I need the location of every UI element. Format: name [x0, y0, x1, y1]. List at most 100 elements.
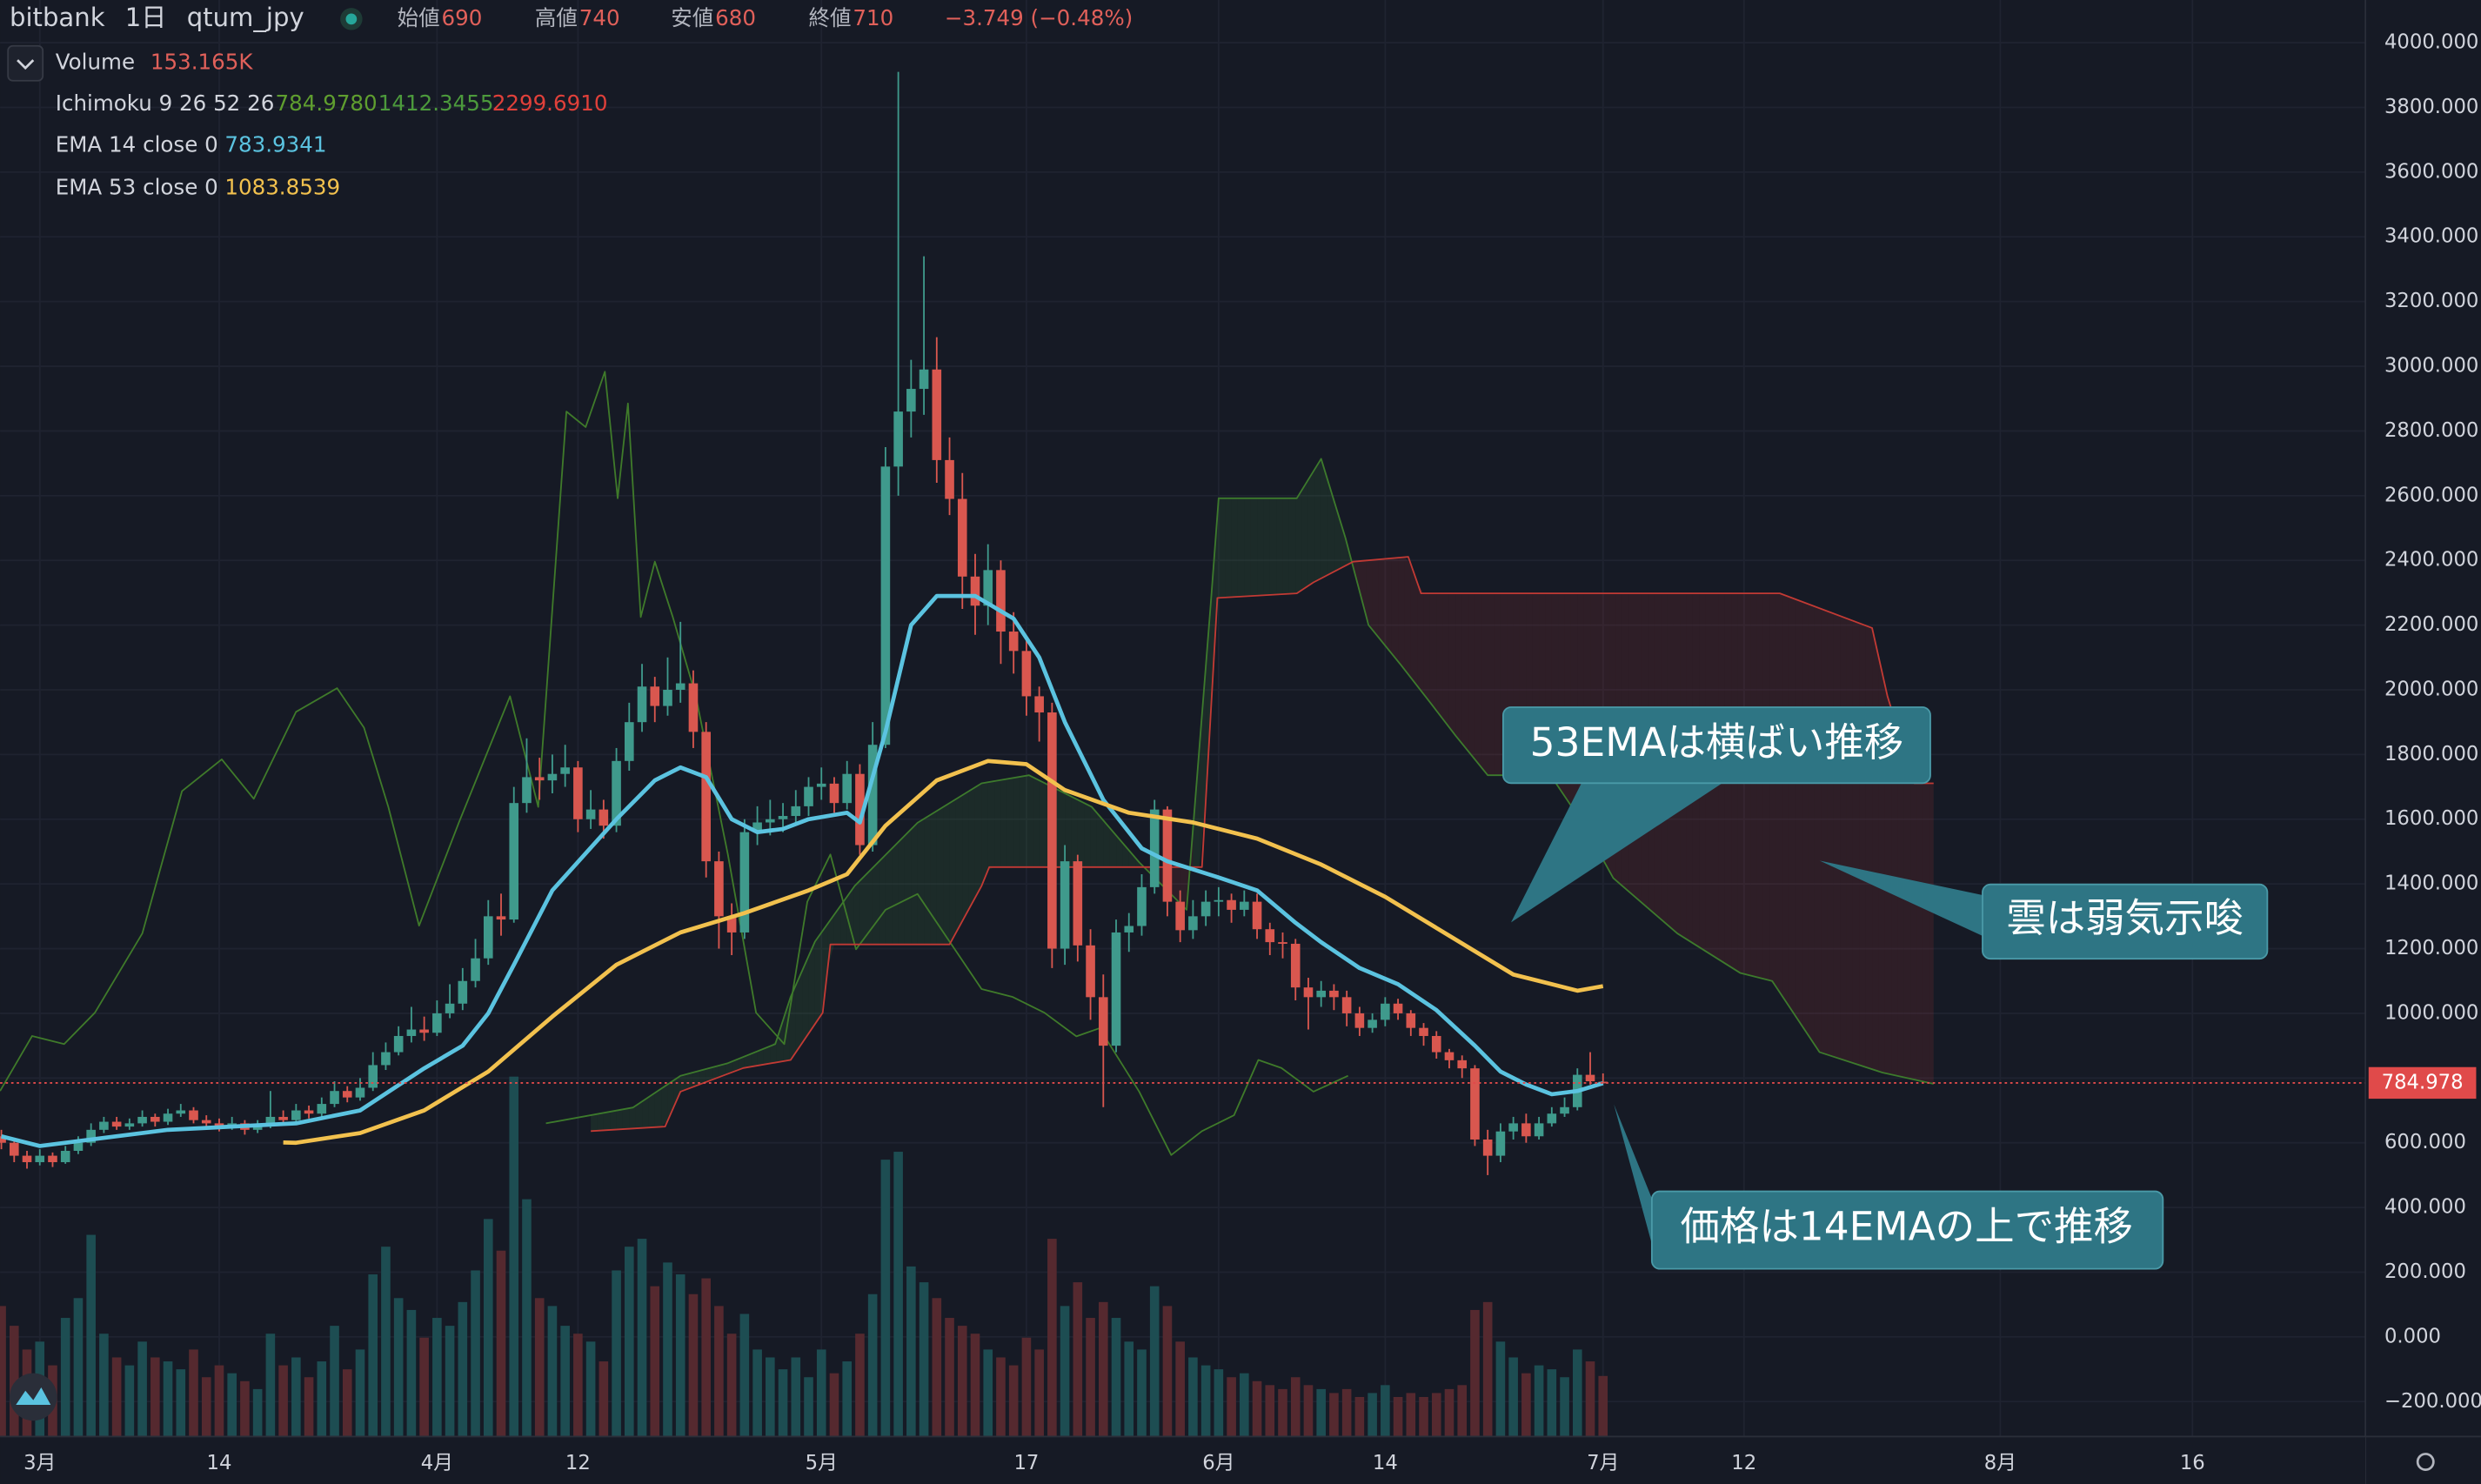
- candle-body: [1521, 1123, 1531, 1137]
- cloud-fill: [1429, 593, 1437, 712]
- candle-body: [688, 683, 699, 732]
- cloud-fill: [1398, 557, 1405, 670]
- volume-bar: [1381, 1385, 1390, 1437]
- cloud-fill: [635, 1101, 643, 1129]
- cloud-fill: [1802, 601, 1809, 1035]
- volume-bar: [1470, 1309, 1480, 1437]
- volume-bar: [1393, 1396, 1403, 1437]
- volume-bar: [1329, 1393, 1339, 1437]
- candle-body: [1598, 1081, 1608, 1084]
- candle-body: [816, 783, 826, 787]
- y-tick-label: 3600.000: [2384, 160, 2478, 183]
- callout-box: [1650, 1190, 2164, 1270]
- cloud-fill: [1250, 498, 1258, 597]
- cloud-fill: [1750, 593, 1757, 978]
- volume-bar: [1060, 1306, 1070, 1437]
- volume-bar: [163, 1361, 173, 1437]
- cloud-fill: [719, 1063, 726, 1078]
- candle-body: [1470, 1068, 1480, 1140]
- volume-bar: [804, 1377, 813, 1437]
- volume-bar: [381, 1247, 391, 1437]
- cloud-fill: [1257, 498, 1264, 596]
- settings-icon[interactable]: [2416, 1453, 2435, 1471]
- candle-body: [48, 1155, 57, 1163]
- cloud-fill: [1475, 593, 1481, 768]
- candle-body: [393, 1035, 404, 1053]
- cloud-fill: [904, 829, 912, 945]
- candle-body: [111, 1121, 122, 1127]
- y-tick-label: 1600.000: [2384, 807, 2478, 830]
- cloud-fill: [1071, 796, 1078, 867]
- cloud-fill: [1327, 479, 1334, 576]
- candle-body: [22, 1155, 32, 1163]
- symbol: qtum_jpy: [187, 3, 304, 32]
- volume-bar: [445, 1326, 455, 1437]
- legend-value: 783.9341: [224, 131, 326, 157]
- ema-line: [0, 593, 1604, 1148]
- volume-bar: [189, 1349, 198, 1437]
- candle-body: [201, 1120, 211, 1124]
- candle-body: [1585, 1074, 1595, 1082]
- ema-lines: [0, 593, 1604, 1148]
- candle-body: [1303, 987, 1314, 998]
- candle-body: [791, 806, 801, 817]
- annotation-text: 雲は弱気示唆: [2006, 895, 2244, 941]
- chevron-icon: [17, 59, 35, 70]
- candle-body: [342, 1091, 352, 1098]
- volume-bar: [1021, 1337, 1032, 1437]
- cloud-fill: [949, 799, 956, 945]
- cloud-fill: [1096, 812, 1104, 867]
- volume-bar: [752, 1349, 762, 1437]
- cloud-fill: [744, 1053, 752, 1068]
- volume-bar: [1368, 1393, 1377, 1437]
- cloud-fill: [1814, 606, 1822, 1053]
- candle-body: [842, 773, 853, 804]
- cloud-fill: [1789, 597, 1796, 1016]
- cloud-fill: [1762, 593, 1770, 980]
- candle-body: [330, 1091, 339, 1105]
- volume-bar: [0, 1306, 6, 1437]
- candle-body: [137, 1116, 147, 1124]
- candle-body: [522, 777, 532, 804]
- ichimoku-cloud: [591, 458, 1934, 1132]
- candle-body: [60, 1151, 70, 1163]
- candle-body: [1482, 1139, 1493, 1156]
- cloud-fill: [1128, 850, 1136, 867]
- logo[interactable]: [10, 1373, 57, 1421]
- volume-bar: [637, 1239, 647, 1437]
- candle-body: [124, 1123, 135, 1127]
- volume-bar: [906, 1266, 916, 1437]
- cloud-fill: [1013, 776, 1020, 867]
- axes: −200.0000.000200.000400.000600.000800.00…: [23, 31, 2481, 1474]
- candle-body: [534, 777, 545, 781]
- volume-bar: [766, 1357, 775, 1437]
- candle-body: [458, 980, 468, 1004]
- candle-body: [766, 819, 775, 823]
- volume-bar: [291, 1357, 301, 1437]
- legend-value: 2299.6910: [492, 90, 608, 116]
- y-tick-label: 2200.000: [2384, 613, 2478, 636]
- cloud-fill: [648, 1093, 655, 1128]
- header: bitbank 1日 qtum_jpy 始値 690 高値 740 安値 680…: [7, 3, 1133, 199]
- cloud-fill: [1321, 458, 1328, 578]
- collapse-button[interactable]: [7, 44, 44, 82]
- y-tick-label: 3400.000: [2384, 225, 2478, 248]
- volume-bar: [342, 1369, 352, 1437]
- annotation: 価格は14EMAの上で推移: [1614, 1104, 2164, 1270]
- ema-line: [283, 759, 1604, 1146]
- candle-body: [957, 498, 967, 577]
- exchange: bitbank: [10, 3, 105, 32]
- volume-bar: [1086, 1318, 1095, 1437]
- volume-bar: [1252, 1380, 1262, 1437]
- candle-body: [1393, 1003, 1403, 1013]
- cloud-fill: [1436, 593, 1443, 719]
- candle-body: [1431, 1035, 1441, 1053]
- candle-body: [1419, 1027, 1428, 1036]
- candle-body: [893, 411, 903, 467]
- candle-body: [1341, 997, 1352, 1013]
- candle-body: [163, 1113, 173, 1122]
- candle-body: [1175, 901, 1185, 931]
- candle-body: [73, 1142, 84, 1152]
- cloud-fill: [661, 1084, 668, 1127]
- volume-bar: [1547, 1369, 1557, 1437]
